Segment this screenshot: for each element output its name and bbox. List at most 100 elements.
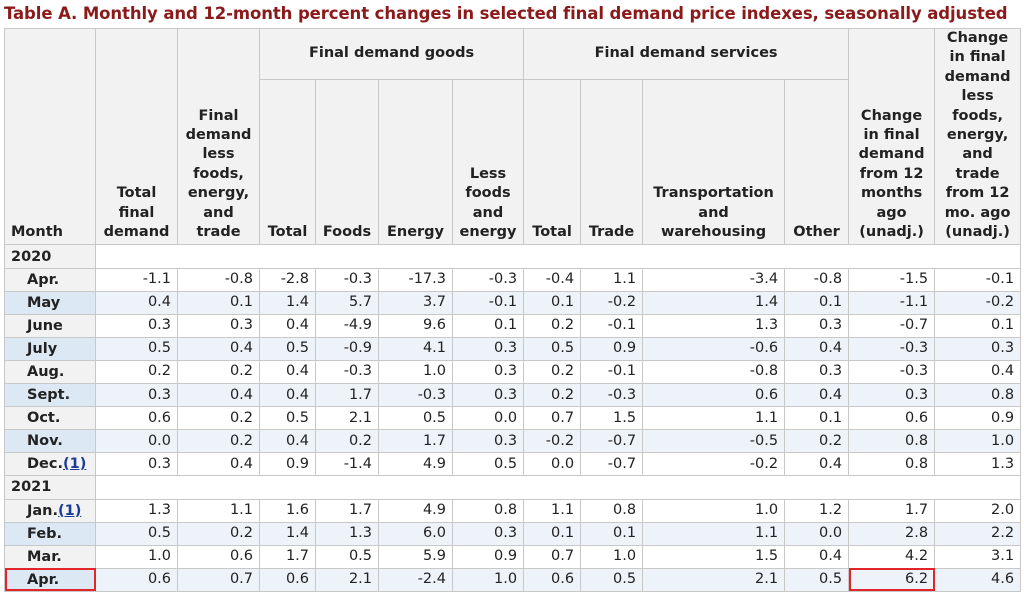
value-cell: 1.1	[642, 521, 786, 546]
value-cell: -0.1	[451, 290, 525, 315]
footnote-link[interactable]: (1)	[62, 456, 87, 473]
year-row: 2021	[4, 475, 1022, 500]
value-cell: -0.3	[848, 336, 936, 361]
value-cell: 0.9	[934, 406, 1022, 431]
year-label: 2021	[4, 475, 96, 500]
header-line: and	[472, 204, 504, 221]
value-cell: -1.1	[848, 290, 936, 315]
table-row: Sept. 0.3 0.4 0.4 1.7 -0.3 0.3 0.2 -0.3 0.6 0.4 0.3…	[4, 383, 1022, 408]
value-cell: 0.2	[523, 359, 582, 385]
month-cell: Mar.	[4, 544, 96, 569]
table-row: Oct. 0.6 0.2 0.5 2.1 0.5 0.0 0.7 1.5 1.1 0.1 0.6 0.9	[4, 406, 1022, 431]
month-label: Nov.	[27, 433, 63, 450]
value-cell: -0.3	[315, 359, 379, 385]
value-cell: 1.3	[642, 313, 786, 338]
value-cell: 0.1	[784, 290, 850, 315]
value-cell: 1.4	[259, 521, 316, 546]
table-row: July 0.5 0.4 0.5 -0.9 4.1 0.3 0.5 0.9 -0.6 0.4 -0.3…	[4, 336, 1022, 361]
table-row: May 0.4 0.1 1.4 5.7 3.7 -0.1 0.1 -0.2 1.4 0.1 -1.1-…	[4, 290, 1022, 315]
header-line: demand	[858, 146, 925, 163]
value-cell: 0.3	[451, 383, 525, 408]
value-cell: 1.1	[642, 406, 786, 431]
value-cell: 1.3	[315, 521, 379, 546]
footnote-link[interactable]: (1)	[58, 502, 82, 519]
value-cell: -0.8	[642, 359, 786, 385]
value-cell: 0.9	[580, 336, 644, 361]
value-cell: 3.7	[378, 290, 453, 315]
value-cell: 0.1	[784, 406, 850, 431]
value-cell: -2.4	[378, 567, 453, 592]
month-label: Apr.	[27, 571, 60, 588]
value-cell: 0.9	[451, 544, 525, 569]
header-line: final	[118, 204, 155, 221]
value-cell: -0.2	[934, 290, 1022, 315]
month-label: Aug.	[27, 363, 65, 380]
header-services-trade: Trade	[580, 78, 644, 246]
value-cell: 2.0	[934, 498, 1022, 523]
month-cell: June	[4, 313, 96, 338]
header-line: energy	[459, 224, 517, 241]
value-cell: 2.1	[642, 567, 786, 592]
value-cell: 0.2	[784, 429, 850, 454]
value-cell: 1.7	[315, 498, 379, 523]
value-cell: 1.6	[259, 498, 316, 523]
month-label: Oct.	[27, 410, 61, 427]
value-cell: 0.8	[580, 498, 644, 523]
value-cell: 0.5	[259, 406, 316, 431]
value-cell: 6.0	[378, 521, 453, 546]
value-cell: 2.2	[934, 521, 1022, 546]
header-line: in final	[863, 127, 920, 144]
value-cell: -0.5	[642, 429, 786, 454]
value-cell: 1.4	[259, 290, 316, 315]
value-cell: -0.6	[642, 336, 786, 361]
header-goods-foods: Foods	[315, 78, 379, 246]
header-row-groups: Month Total final demand Final demand less fo…	[4, 27, 1022, 246]
value-cell: 1.7	[315, 383, 379, 408]
value-cell: 1.0	[378, 359, 453, 385]
header-line: energy,	[946, 127, 1009, 144]
value-cell: -0.8	[177, 267, 260, 292]
month-label: Dec.	[27, 456, 63, 473]
header-month: Month	[4, 27, 96, 246]
header-row-columns: Total Foods Energy Less foods and energy To…	[5, 78, 1021, 246]
year-label: 2020	[4, 244, 96, 269]
value-cell: -0.8	[784, 267, 850, 292]
month-cell: May	[4, 290, 96, 315]
value-cell: 1.0	[95, 544, 178, 569]
value-cell: 0.4	[177, 336, 260, 361]
header-goods-energy: Energy	[378, 78, 453, 246]
header-line: Transportation	[653, 185, 774, 202]
value-cell: 0.3	[451, 359, 525, 385]
table-title: Table A. Monthly and 12-month percent ch…	[4, 4, 1008, 23]
header-services-total: Total	[523, 78, 582, 246]
value-cell: 0.1	[523, 521, 582, 546]
header-line: Less	[469, 165, 507, 182]
value-cell: 0.4	[95, 290, 178, 315]
value-cell: -0.9	[315, 336, 379, 361]
value-cell: 4.6	[934, 567, 1022, 592]
value-cell: 0.0	[784, 521, 850, 546]
value-cell: 0.4	[934, 359, 1022, 385]
value-cell: 1.0	[934, 429, 1022, 454]
header-line: and	[203, 204, 234, 221]
value-cell: 0.3	[784, 359, 850, 385]
value-cell: 0.3	[95, 383, 178, 408]
year-row-spacer	[94, 475, 1022, 500]
value-cell: 0.2	[95, 359, 178, 385]
month-cell: Dec.(1)	[4, 452, 96, 477]
header-line: and	[698, 204, 729, 221]
value-cell: 1.5	[642, 544, 786, 569]
value-cell: 0.3	[177, 313, 260, 338]
value-cell: 1.3	[95, 498, 178, 523]
value-cell: 0.5	[95, 521, 178, 546]
value-cell: 0.2	[177, 429, 260, 454]
table-row: Apr. -1.1 -0.8 -2.8 -0.3 -17.3 -0.3 -0.4 1.1 -3.4…	[4, 267, 1022, 292]
value-cell: 0.5	[580, 567, 644, 592]
value-cell: -1.4	[315, 452, 379, 477]
value-cell: 1.0	[451, 567, 525, 592]
header-line: trade	[955, 165, 1000, 182]
value-cell: 0.3	[784, 313, 850, 338]
header-line: (unadj.)	[859, 224, 924, 241]
value-cell: 4.2	[848, 544, 936, 569]
value-cell: -3.4	[642, 267, 786, 292]
